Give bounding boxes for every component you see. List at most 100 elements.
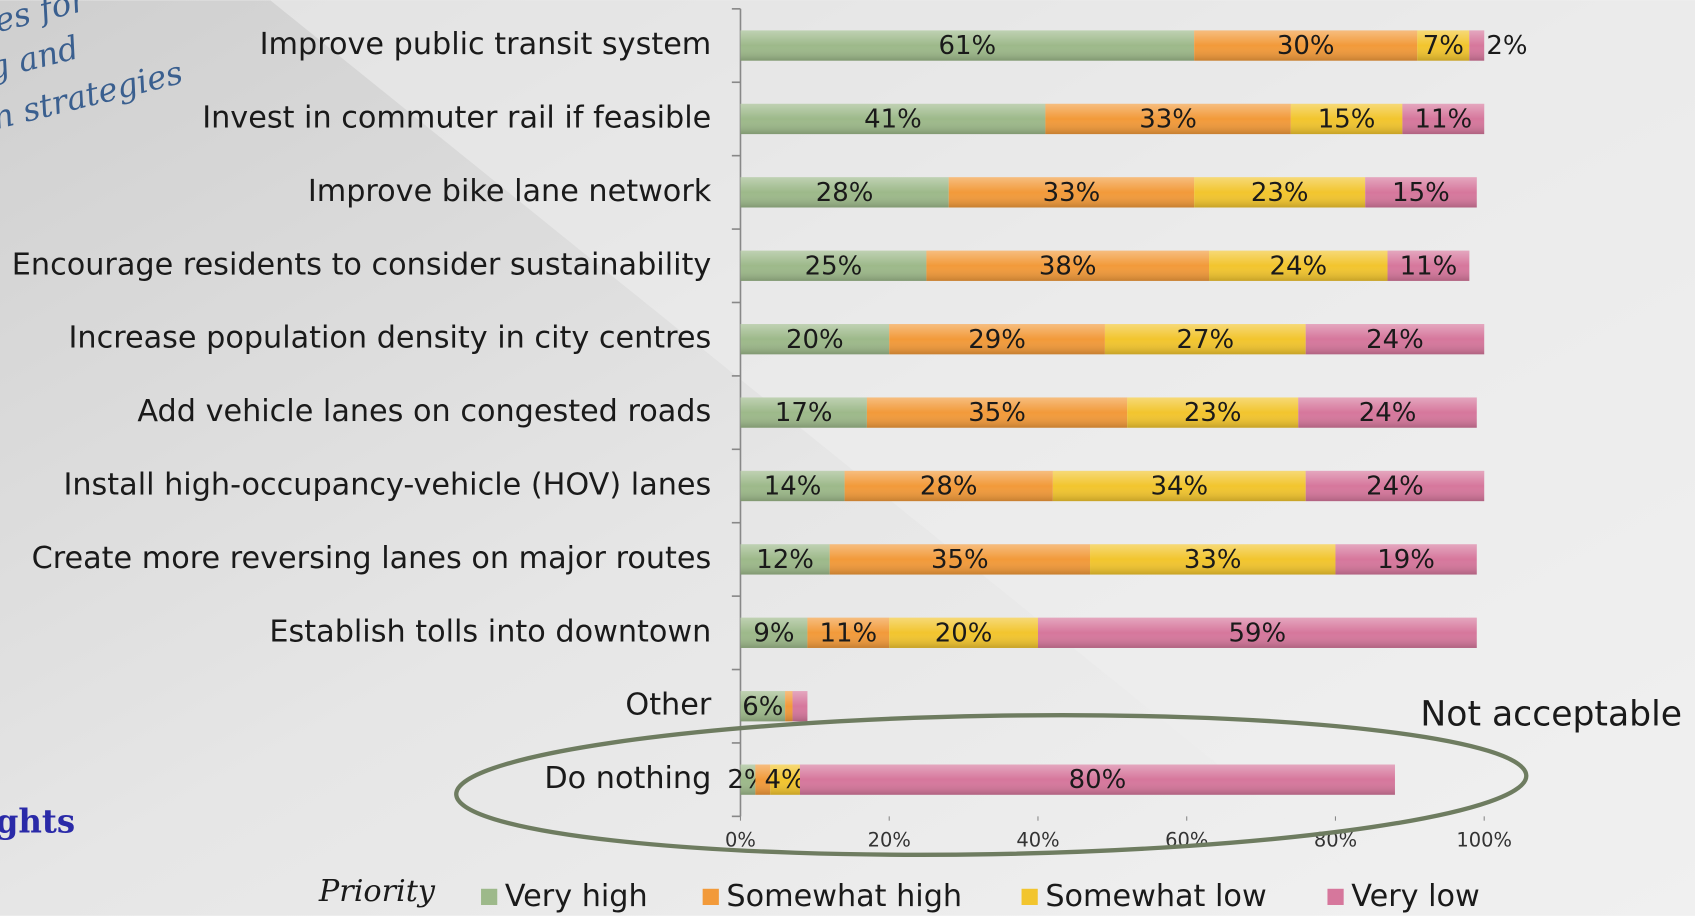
- bar-shine: [770, 764, 800, 795]
- data-label: 34%: [1150, 472, 1208, 502]
- bar-shine: [740, 617, 808, 648]
- bar-shine: [740, 544, 830, 575]
- bar-shine: [1365, 177, 1477, 208]
- bar-shine: [1045, 103, 1291, 135]
- data-label: 7%: [1423, 31, 1464, 61]
- data-label: 11%: [1400, 251, 1458, 281]
- x-tick-label: 100%: [1456, 829, 1512, 852]
- bar-shine: [1052, 470, 1306, 502]
- bar-shine: [1194, 177, 1366, 208]
- bar-shine: [740, 691, 786, 722]
- data-label: 27%: [1176, 325, 1234, 355]
- data-label: 11%: [819, 618, 877, 648]
- bar-shine: [740, 177, 949, 208]
- data-label: 11%: [1414, 105, 1472, 135]
- bar-shine: [740, 397, 867, 428]
- data-label: 28%: [816, 178, 874, 208]
- highlight-ellipse: [454, 713, 1529, 857]
- bar-shine: [829, 544, 1091, 575]
- bar-shine: [785, 691, 793, 722]
- data-label: 23%: [1251, 178, 1309, 208]
- bar-shine: [1194, 30, 1418, 61]
- category-label: Install high-occupancy-vehicle (HOV) lan…: [63, 468, 711, 503]
- data-label: 15%: [1318, 105, 1376, 135]
- bar-shine: [926, 250, 1210, 281]
- data-label: 4%: [765, 765, 806, 795]
- category-label: Invest in commuter rail if feasible: [202, 100, 711, 135]
- bar-shine: [948, 177, 1195, 208]
- bar-shine: [740, 103, 1046, 135]
- bar-shine: [740, 470, 845, 502]
- bar-shine: [792, 691, 808, 722]
- data-label: 30%: [1277, 31, 1335, 61]
- bar-shine: [1090, 544, 1336, 575]
- bar-shine: [755, 764, 771, 795]
- bar-shine: [844, 470, 1053, 502]
- legend-label: Very high: [505, 879, 648, 914]
- data-label: 33%: [1043, 178, 1101, 208]
- data-label: 24%: [1366, 472, 1424, 502]
- bar-shine: [1290, 103, 1403, 135]
- bar-shine: [740, 764, 756, 795]
- bar-shine: [889, 617, 1038, 648]
- data-label: 35%: [931, 545, 989, 575]
- data-label: 33%: [1184, 545, 1242, 575]
- data-label: 38%: [1039, 251, 1097, 281]
- category-label: Improve public transit system: [260, 27, 712, 62]
- category-label: Other: [625, 688, 711, 723]
- data-label: 24%: [1269, 251, 1327, 281]
- category-label: Improve bike lane network: [308, 174, 712, 209]
- data-label: 25%: [805, 251, 863, 281]
- bar-shine: [1387, 250, 1470, 281]
- category-label: Encourage residents to consider sustaina…: [12, 247, 711, 282]
- bar-shine: [807, 617, 890, 648]
- bar-shine: [1127, 397, 1299, 428]
- data-label: 35%: [968, 398, 1026, 428]
- data-label: 17%: [775, 398, 833, 428]
- legend-swatch: [1021, 888, 1038, 905]
- annotation: Not acceptable: [1420, 694, 1682, 734]
- data-label: 6%: [742, 692, 783, 722]
- data-label: 15%: [1392, 178, 1450, 208]
- bar-shine: [1469, 30, 1485, 61]
- bar-shine: [1305, 324, 1485, 355]
- bar-shine: [1209, 250, 1388, 281]
- category-label: Increase population density in city cent…: [69, 321, 712, 356]
- bar-shine: [740, 30, 1195, 61]
- legend-label: Very low: [1351, 879, 1480, 914]
- background-diagonal: [270, 0, 1695, 916]
- bar-shine: [1402, 103, 1485, 135]
- bar-shine: [1335, 544, 1477, 575]
- legend-swatch: [1327, 888, 1344, 905]
- legend-swatch: [481, 888, 498, 905]
- bar-shine: [1037, 617, 1477, 648]
- legend-swatch: [702, 888, 719, 905]
- bar-shine: [1104, 324, 1306, 355]
- bar-shine: [1298, 397, 1477, 428]
- data-label: 9%: [753, 618, 794, 648]
- bar-shine: [740, 324, 890, 355]
- x-tick-label: 40%: [1016, 829, 1059, 852]
- x-tick-label: 20%: [868, 829, 911, 852]
- legend-title: Priority: [318, 874, 436, 909]
- data-label: 20%: [935, 618, 993, 648]
- data-label: 29%: [968, 325, 1026, 355]
- data-label: 59%: [1229, 618, 1287, 648]
- category-label: Establish tolls into downtown: [269, 614, 711, 649]
- data-label: 14%: [764, 472, 822, 502]
- data-label: 24%: [1366, 325, 1424, 355]
- bar-shine: [866, 397, 1128, 428]
- data-label: 80%: [1069, 765, 1127, 795]
- data-label: 23%: [1184, 398, 1242, 428]
- data-label: 41%: [864, 105, 922, 135]
- x-tick-label: 0%: [725, 829, 756, 852]
- data-label: 2%: [1486, 31, 1527, 61]
- logo-text: ghts: [0, 802, 75, 840]
- bar-shine: [799, 764, 1395, 795]
- legend-label: Somewhat low: [1045, 879, 1266, 914]
- category-label: Create more reversing lanes on major rou…: [32, 541, 712, 576]
- data-label: 61%: [938, 31, 996, 61]
- bar-shine: [1417, 30, 1470, 61]
